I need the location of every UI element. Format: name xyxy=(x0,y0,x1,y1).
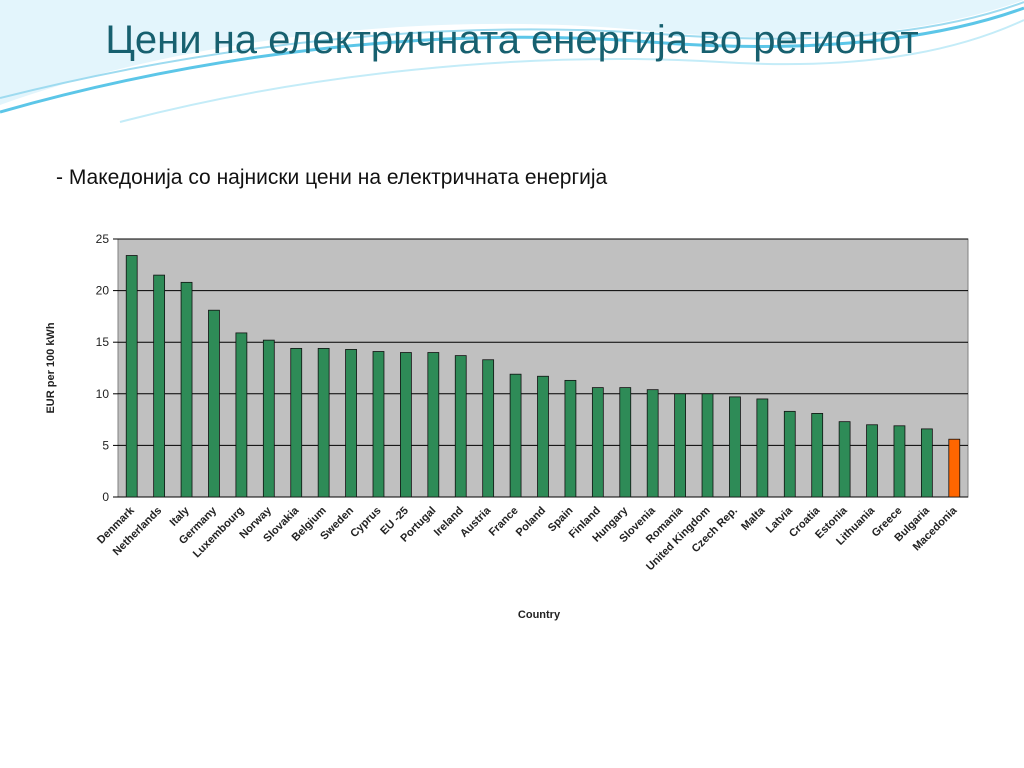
y-tick-label: 20 xyxy=(96,284,110,298)
bar-malta xyxy=(756,398,769,498)
bar-germany xyxy=(208,309,220,498)
bar-netherlands xyxy=(153,274,166,498)
x-category-label: Austria xyxy=(458,504,494,540)
bar-france xyxy=(509,373,522,498)
bar-poland xyxy=(537,375,549,498)
bar-norway xyxy=(262,339,275,498)
x-axis-title: Country xyxy=(518,609,561,621)
bar-bulgaria xyxy=(920,428,933,498)
y-tick-label: 10 xyxy=(96,387,110,401)
bar-macedonia xyxy=(948,438,961,498)
wave-decoration xyxy=(0,0,1024,123)
y-tick-labels: 0 5 10 15 20 25 xyxy=(96,232,110,504)
y-tick-label: 25 xyxy=(96,232,110,246)
bar-latvia xyxy=(783,410,796,498)
bar-croatia xyxy=(811,413,824,498)
bar-hungary xyxy=(619,387,632,498)
bar-cyprus xyxy=(372,351,385,498)
bar-portugal xyxy=(427,352,440,498)
bar-sweden xyxy=(345,349,357,498)
bar-luxembourg xyxy=(235,332,248,498)
bar-eu-25 xyxy=(400,352,412,498)
bar-italy xyxy=(180,281,193,498)
bar-greece xyxy=(893,425,906,498)
bar-belgium xyxy=(317,347,330,498)
bars xyxy=(125,255,961,498)
bar-estonia xyxy=(838,421,851,498)
bar-denmark xyxy=(125,255,138,498)
bar-finland xyxy=(591,387,604,498)
slide-title: Цени на електричната енергија во регионо… xyxy=(105,18,919,62)
bar-chart: 0 5 10 15 20 25 Denmark Netherlands Italy German… xyxy=(38,224,970,628)
bar-romania xyxy=(674,393,686,498)
bar-lithuania xyxy=(866,424,878,498)
x-category-label: Cyprus xyxy=(348,505,383,540)
bar-ireland xyxy=(454,355,467,498)
bar-czech-rep- xyxy=(729,396,741,498)
y-tick-label: 5 xyxy=(102,438,109,452)
bar-united-kingdom xyxy=(701,393,714,498)
y-tick-label: 0 xyxy=(102,490,109,504)
bar-slovenia xyxy=(646,389,659,498)
bar-spain xyxy=(564,379,577,498)
slide-subtitle: - Македонија со најниски цени на електри… xyxy=(56,166,608,189)
bar-slovakia xyxy=(290,347,303,498)
x-category-label: Malta xyxy=(739,504,768,533)
x-category-label: Netherlands xyxy=(111,505,164,558)
y-axis-title: EUR per 100 kWh xyxy=(45,322,57,413)
x-category-label: Italy xyxy=(168,504,193,529)
bar-austria xyxy=(482,359,495,498)
y-tick-label: 15 xyxy=(96,335,110,349)
x-category-label: Poland xyxy=(514,505,548,539)
